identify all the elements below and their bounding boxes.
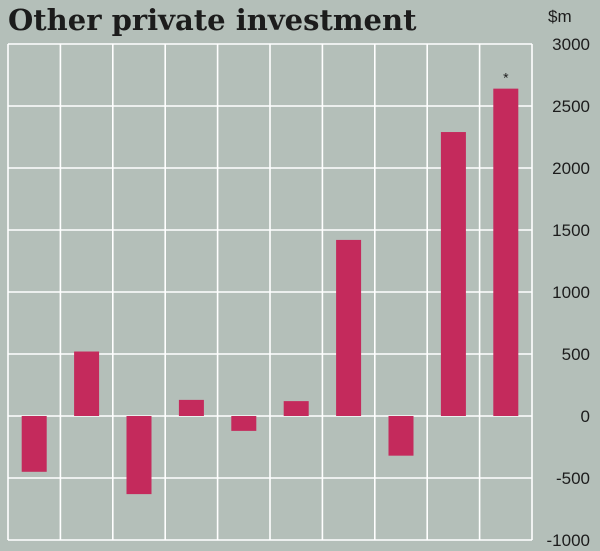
bars	[21, 88, 519, 495]
y-tick-label: 2500	[552, 97, 590, 116]
y-tick-label: 1500	[552, 221, 590, 240]
bar	[440, 132, 466, 417]
y-tick-label: 1000	[552, 283, 590, 302]
y-tick-label: 500	[562, 345, 590, 364]
y-axis-ticks: 3000 2500 2000 1500 1000 500 0 -500 -1000	[547, 35, 590, 550]
y-tick-label: -500	[556, 469, 590, 488]
bar-annotation: *	[503, 70, 509, 86]
bar	[283, 401, 309, 416]
bar	[126, 416, 152, 495]
bar	[74, 351, 100, 416]
y-tick-label: 2000	[552, 159, 590, 178]
y-tick-label: -1000	[547, 531, 590, 550]
bar	[178, 399, 204, 416]
y-tick-label: 3000	[552, 35, 590, 54]
annotations: *	[503, 70, 509, 86]
y-tick-label: 0	[581, 407, 590, 426]
bar	[231, 416, 257, 431]
bar	[493, 88, 519, 416]
bar	[21, 416, 47, 472]
unit-label: $m	[548, 7, 572, 26]
bar	[336, 239, 362, 416]
chart-title: Other private investment	[8, 3, 417, 37]
bar	[388, 416, 414, 456]
